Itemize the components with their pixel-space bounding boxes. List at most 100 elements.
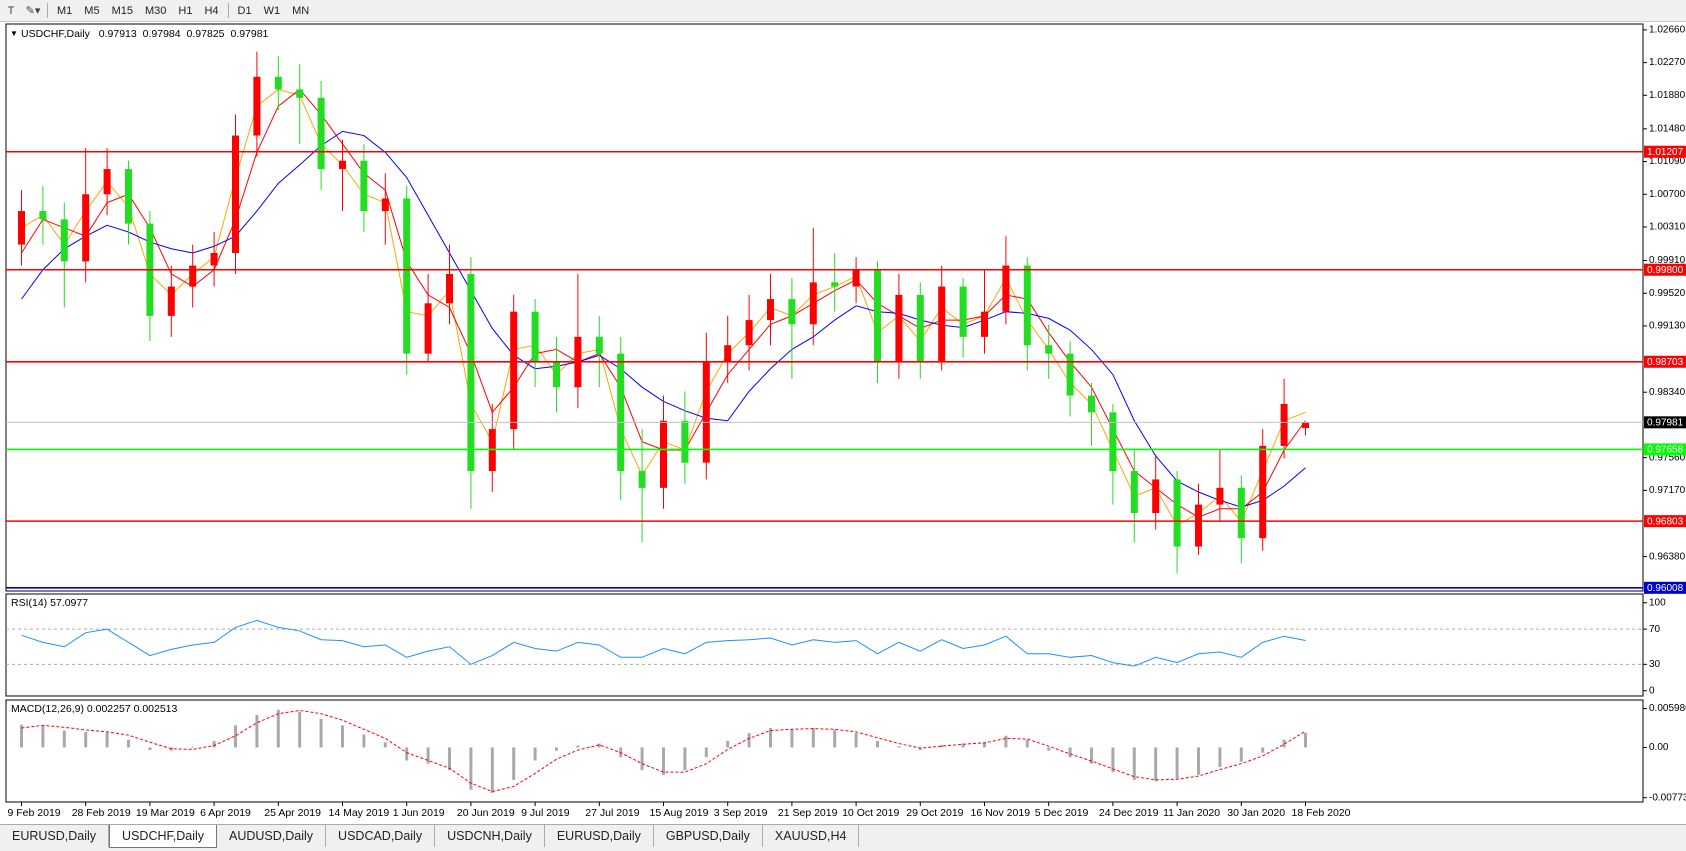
candle-body (1045, 345, 1053, 354)
macd-bar (897, 746, 901, 748)
timeframe-button[interactable]: M30 (144, 4, 167, 17)
macd-bar (704, 747, 708, 758)
macd-bar (983, 742, 986, 748)
y-tick-label: 1.02270 (1649, 57, 1686, 68)
candle-body (232, 135, 239, 253)
candle-body (189, 265, 197, 287)
macd-bar (1132, 747, 1136, 780)
macd-bar (961, 743, 965, 748)
timeframe-button[interactable]: H1 (178, 4, 193, 17)
chart-tabs: EURUSD,Daily USDCHF,Daily AUDUSD,Daily USDC… (0, 824, 1686, 851)
y-tick-label: 0.99130 (1649, 321, 1686, 332)
candle-body (253, 76, 261, 136)
chart-tab[interactable]: EURUSD,Daily (545, 825, 654, 847)
x-tick-label: 15 Aug 2019 (650, 807, 709, 819)
macd-bar (1111, 747, 1115, 773)
chart-tab[interactable]: USDCNH,Daily (435, 825, 545, 847)
candle-body (1066, 353, 1074, 396)
macd-bar (276, 709, 280, 748)
timeframe-button[interactable]: M5 (84, 4, 100, 17)
text-tool[interactable]: T (7, 4, 15, 17)
macd-bar (1175, 747, 1179, 779)
timeframe-button[interactable]: M1 (57, 4, 73, 17)
macd-bar (1239, 747, 1243, 762)
macd-bar (940, 744, 944, 748)
candle-body (617, 353, 625, 472)
high-value: 0.97984 (143, 28, 181, 40)
y-tick-label: 100 (1649, 597, 1666, 608)
separator (227, 3, 229, 18)
chart-tab[interactable]: USDCHF,Daily (109, 825, 217, 848)
y-tick-label: 1.01880 (1649, 90, 1686, 101)
chart-tab[interactable]: USDCAD,Daily (326, 825, 436, 847)
macd-bar (640, 747, 644, 771)
candle-body (39, 211, 47, 220)
candle-body (531, 311, 539, 363)
x-tick-label: 18 Feb 2020 (1292, 807, 1351, 819)
candle-body (1088, 395, 1095, 413)
macd-bar (255, 714, 259, 748)
macd-bar (20, 724, 23, 748)
candle-body (446, 273, 453, 304)
candle-body (681, 420, 689, 463)
chart-tab[interactable]: XAUUSD,H4 (763, 825, 860, 847)
candle-body (1002, 265, 1010, 312)
chart-background (0, 22, 1686, 824)
chart-tab[interactable]: GBPUSD,Daily (654, 825, 763, 847)
macd-bar (234, 725, 237, 748)
chart-tab[interactable]: EURUSD,Daily (0, 825, 110, 847)
separator (47, 3, 48, 18)
shapes-tool[interactable]: ✎▾ (25, 5, 41, 17)
symbol: USDCHF,Daily (21, 28, 91, 40)
macd-bar (127, 739, 130, 748)
y-tick-label: 0.99910 (1649, 255, 1686, 266)
macd-bar (212, 740, 216, 748)
timeframe-button[interactable]: W1 (263, 4, 281, 17)
macd-bar (1047, 747, 1051, 751)
candle-body (767, 299, 774, 321)
candle-body (1237, 487, 1245, 539)
candle-body (274, 76, 282, 90)
macd-bar (1197, 747, 1200, 775)
level-tag (1644, 145, 1686, 158)
candle-body (1195, 504, 1202, 547)
timeframe-button[interactable]: H4 (204, 4, 219, 17)
macd-bar (1025, 739, 1029, 748)
macd-bar (1090, 747, 1093, 764)
y-tick-label: 1.02660 (1649, 25, 1686, 36)
y-tick-label: 1.00700 (1649, 189, 1686, 200)
candle-body (1109, 412, 1117, 472)
candle-body (424, 303, 432, 354)
macd-bar (1261, 747, 1265, 753)
level-label: 0.97981 (1647, 417, 1684, 428)
candle-body (60, 219, 68, 262)
x-tick-label: 6 Apr 2019 (200, 807, 251, 819)
level-label: 0.97658 (1647, 445, 1684, 456)
candle-body (1216, 487, 1224, 505)
x-tick-label: 9 Feb 2019 (8, 807, 61, 819)
macd-bar (512, 747, 516, 780)
candle-body (510, 311, 518, 430)
x-tick-label: 19 Mar 2019 (136, 807, 195, 819)
level-label: 0.98703 (1647, 357, 1684, 368)
x-tick-label: 16 Nov 2019 (971, 807, 1031, 819)
level-label: 1.01207 (1647, 147, 1684, 158)
timeframe-button[interactable]: M15 (111, 4, 133, 17)
y-tick-label: 1.01480 (1649, 123, 1686, 134)
x-tick-label: 25 Apr 2019 (264, 807, 321, 819)
y-tick-label: 0 (1649, 685, 1655, 696)
macd-bar (405, 747, 409, 761)
y-tick-label: -0.007737 (1649, 792, 1686, 803)
candle-body (125, 169, 132, 224)
macd-bar (490, 747, 494, 793)
open-value: 0.97913 (99, 28, 137, 40)
macd-bar (1282, 739, 1286, 748)
chart-tab[interactable]: AUDUSD,Daily (217, 825, 327, 847)
x-tick-label: 1 Jun 2019 (393, 807, 445, 819)
macd-bar (469, 747, 473, 790)
timeframe-button[interactable]: D1 (237, 4, 252, 17)
x-tick-label: 30 Jan 2020 (1227, 807, 1285, 819)
candle-body (745, 320, 753, 346)
timeframe-button[interactable]: MN (292, 4, 310, 17)
macd-bar (918, 747, 922, 751)
